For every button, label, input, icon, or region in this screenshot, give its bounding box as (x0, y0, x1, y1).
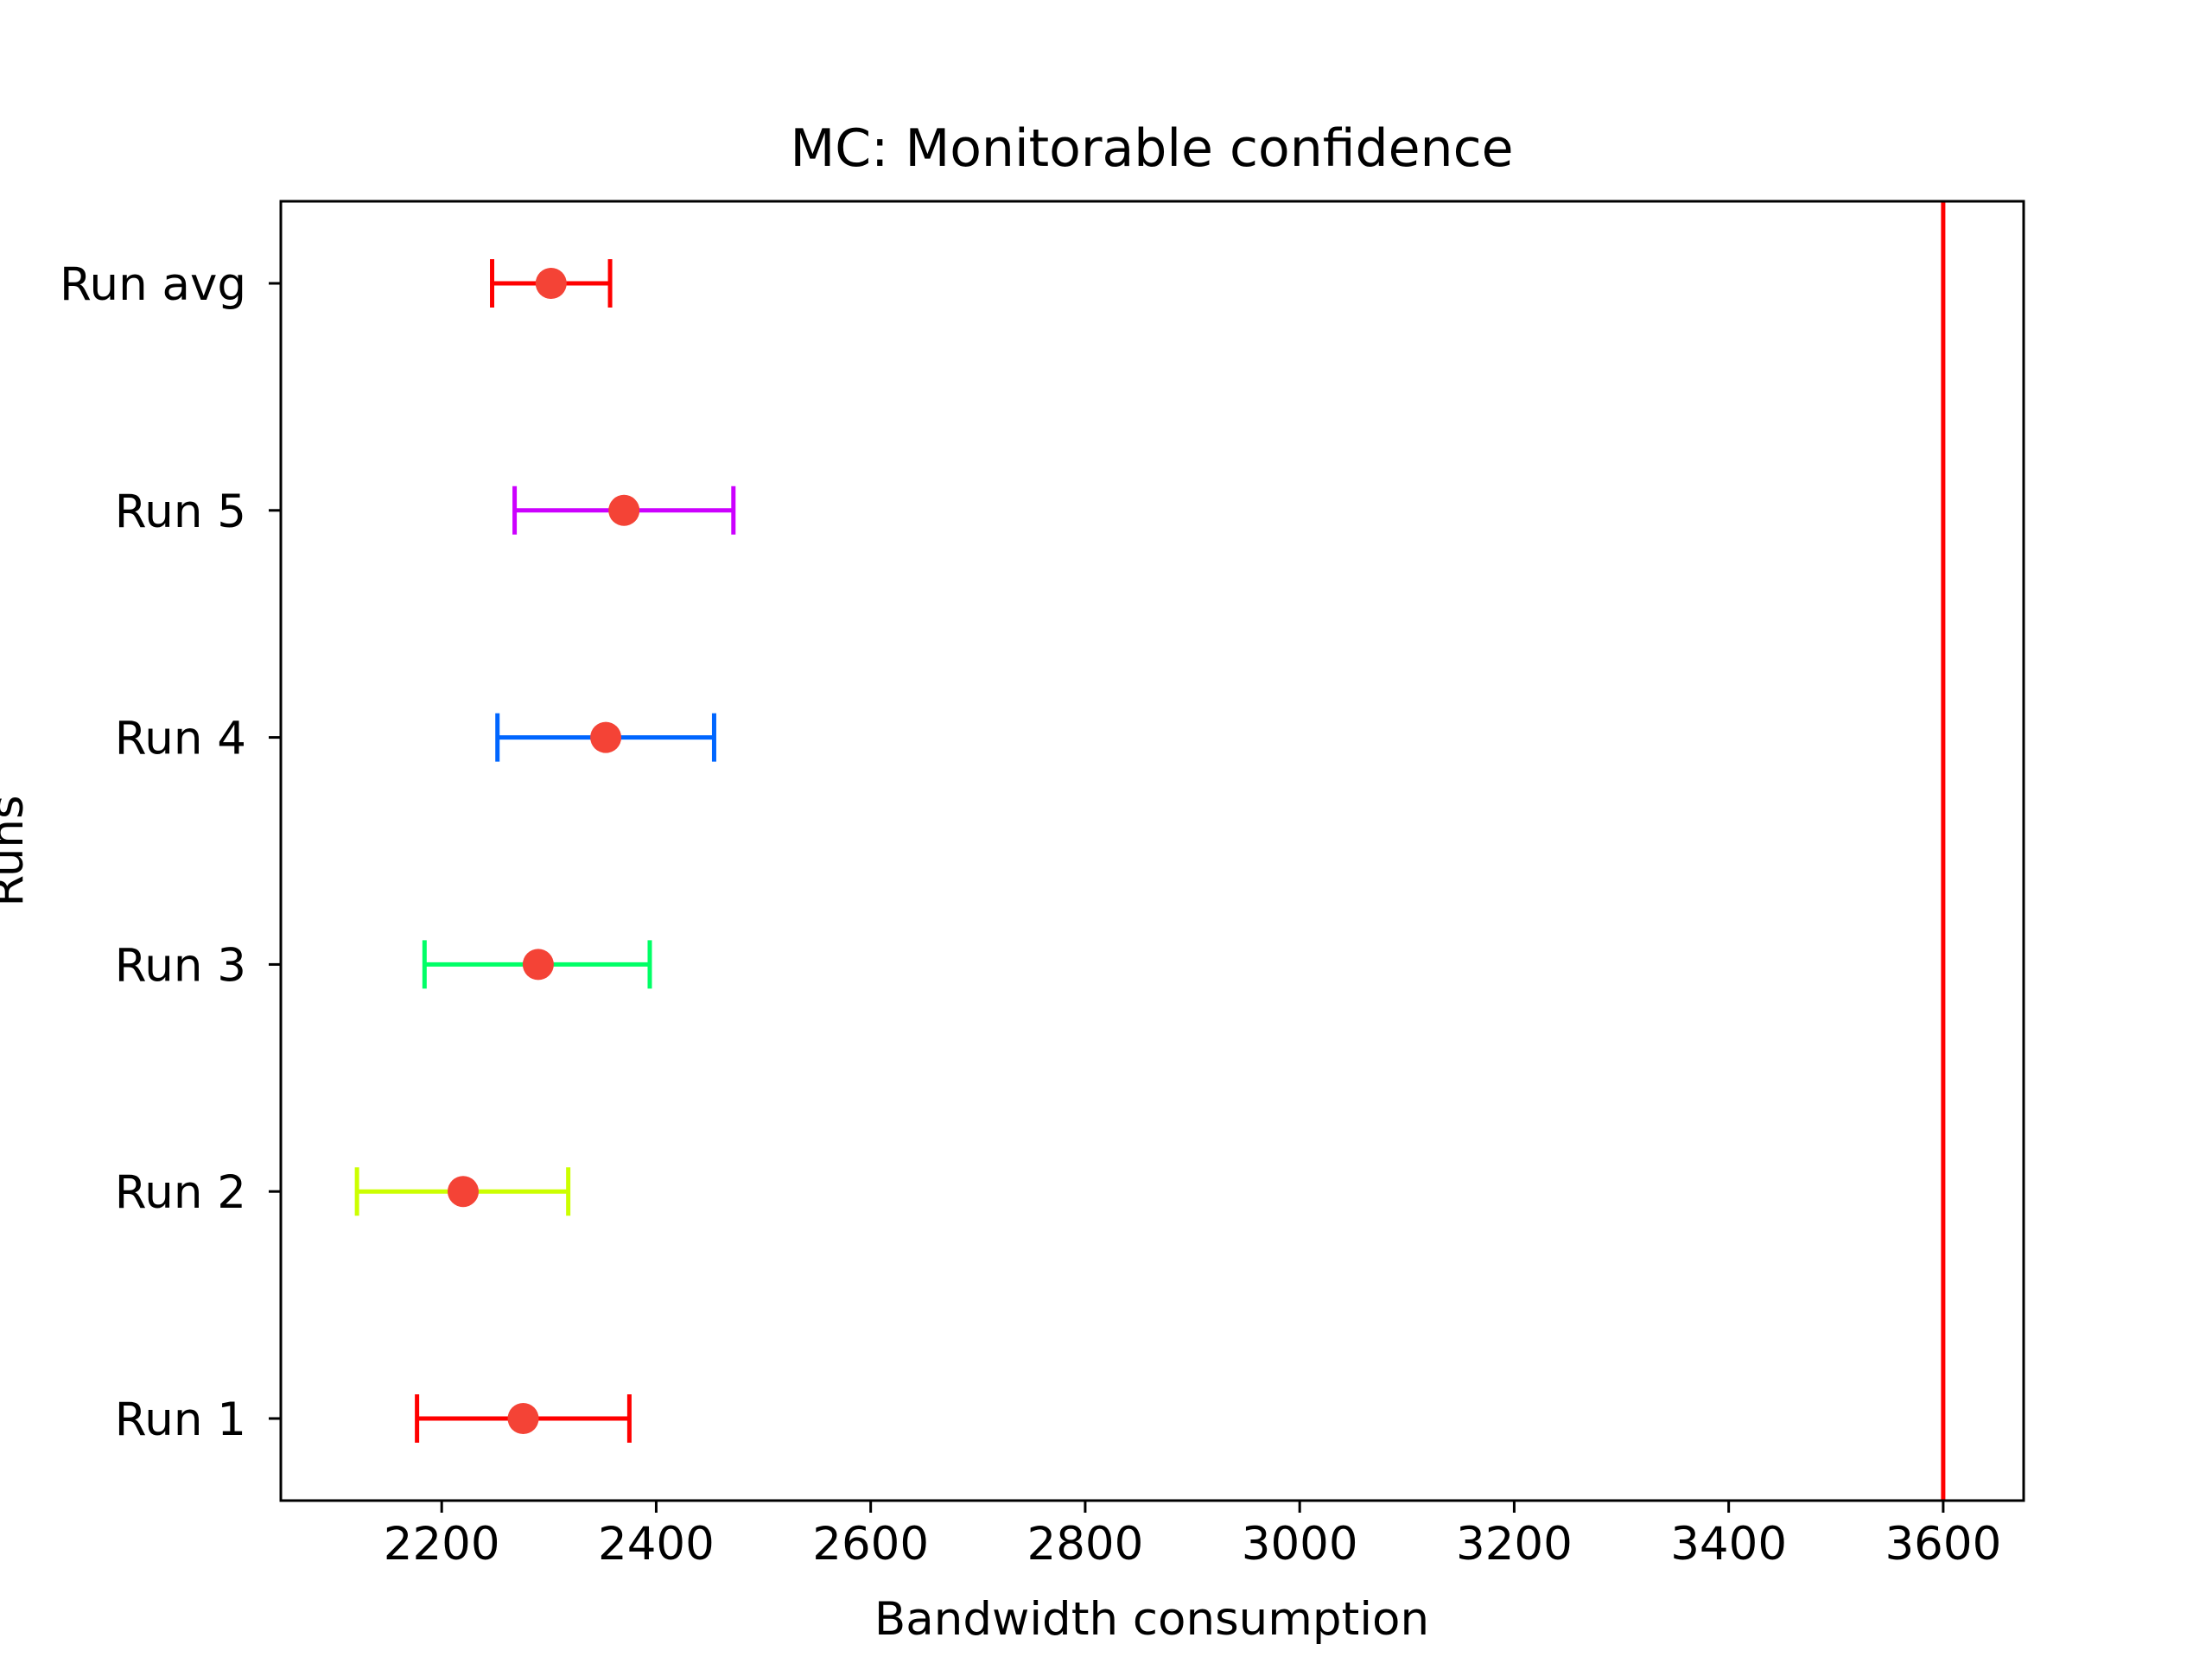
x-tick-label: 3400 (1670, 1518, 1787, 1571)
x-tick-label: 2200 (384, 1518, 500, 1571)
mean-marker (608, 494, 640, 526)
y-tick-label: Run 2 (115, 1166, 246, 1219)
mean-marker (448, 1176, 480, 1208)
y-axis-label: Runs (0, 795, 34, 906)
mean-marker (522, 949, 554, 981)
x-tick-label: 2800 (1027, 1518, 1143, 1571)
x-tick-label: 3600 (1885, 1518, 2001, 1571)
mean-marker (535, 268, 567, 299)
x-tick-label: 2400 (598, 1518, 715, 1571)
y-tick-label: Run avg (60, 258, 246, 311)
mean-marker (507, 1403, 539, 1434)
y-tick-label: Run 5 (115, 486, 246, 538)
x-axis-label: Bandwidth consumption (874, 1593, 1429, 1646)
y-tick-label: Run 3 (115, 939, 246, 992)
y-tick-label: Run 1 (115, 1393, 246, 1446)
x-tick-label: 3200 (1456, 1518, 1573, 1571)
plot-frame (279, 200, 2025, 1502)
x-tick-label: 2600 (812, 1518, 929, 1571)
y-tick-label: Run 4 (115, 713, 246, 765)
x-tick-label: 3000 (1242, 1518, 1358, 1571)
chart-title: MC: Monitorable confidence (791, 118, 1514, 179)
mean-marker (590, 721, 622, 753)
